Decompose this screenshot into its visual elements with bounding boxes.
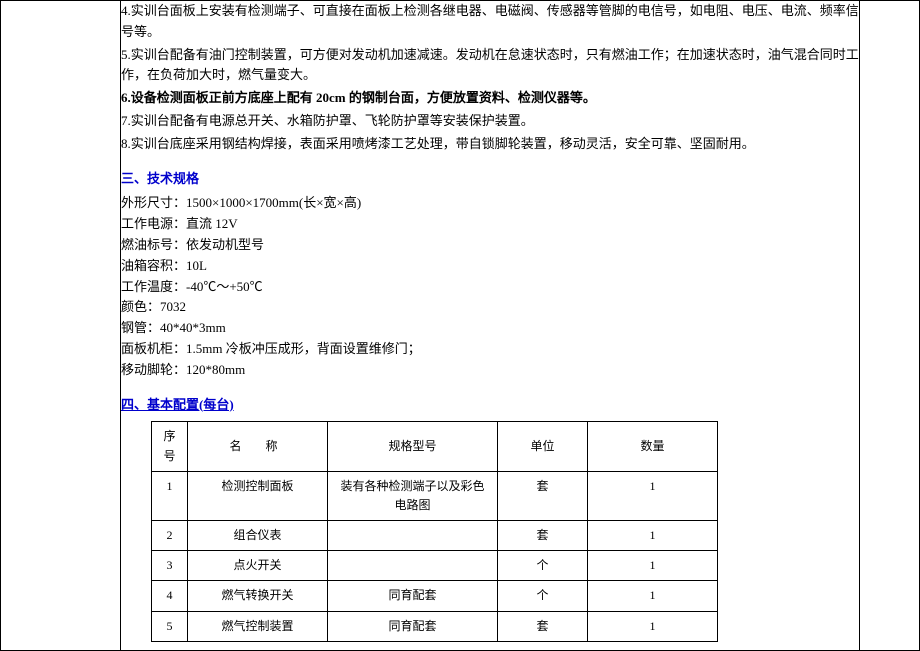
cell-name: 检测控制面板 [188,471,328,520]
spec-line-1: 工作电源：直流 12V [121,214,859,235]
table-row: 4 燃气转换开关 同育配套 个 1 [152,581,718,611]
para-8: 8.实训台底座采用钢结构焊接，表面采用喷烤漆工艺处理，带自锁脚轮装置，移动灵活，… [121,134,859,155]
cell-name: 组合仪表 [188,521,328,551]
para-6: 6.设备检测面板正前方底座上配有 20cm 的钢制台面，方便放置资料、检测仪器等… [121,88,859,109]
section-4-title: 四、基本配置(每台) [121,395,859,416]
table-header-row: 序号 名称 规格型号 单位 数量 [152,422,718,471]
cell-name: 燃气控制装置 [188,611,328,641]
spec-line-3: 油箱容积：10L [121,256,859,277]
section-3-title: 三、技术规格 [121,169,859,190]
table-row: 5 燃气控制装置 同育配套 套 1 [152,611,718,641]
cell-seq: 1 [152,471,188,520]
table-row: 3 点火开关 个 1 [152,551,718,581]
cell-qty: 1 [588,471,718,520]
cell-name: 点火开关 [188,551,328,581]
th-name: 名称 [188,422,328,471]
cell-unit: 套 [498,611,588,641]
right-column [860,1,920,651]
cell-seq: 4 [152,581,188,611]
th-spec: 规格型号 [328,422,498,471]
spec-line-6: 钢管：40*40*3mm [121,318,859,339]
cell-seq: 2 [152,521,188,551]
cell-unit: 个 [498,581,588,611]
spec-line-8: 移动脚轮：120*80mm [121,360,859,381]
spec-line-4: 工作温度：-40℃～+50℃ [121,277,859,298]
th-unit: 单位 [498,422,588,471]
para-5: 5.实训台配备有油门控制装置，可方便对发动机加速减速。发动机在怠速状态时，只有燃… [121,45,859,87]
cell-seq: 3 [152,551,188,581]
cell-spec: 同育配套 [328,581,498,611]
table-row: 1 检测控制面板 装有各种检测端子以及彩色电路图 套 1 [152,471,718,520]
page-frame: 4.实训台面板上安装有检测端子、可直接在面板上检测各继电器、电磁阀、传感器等管脚… [0,0,920,651]
para-7: 7.实训台配备有电源总开关、水箱防护罩、飞轮防护罩等安装保护装置。 [121,111,859,132]
cell-unit: 套 [498,471,588,520]
cell-qty: 1 [588,521,718,551]
spec-line-0: 外形尺寸：1500×1000×1700mm(长×宽×高) [121,193,859,214]
cell-unit: 个 [498,551,588,581]
spec-line-7: 面板机柜：1.5mm 冷板冲压成形，背面设置维修门； [121,339,859,360]
para-4: 4.实训台面板上安装有检测端子、可直接在面板上检测各继电器、电磁阀、传感器等管脚… [121,1,859,43]
cell-name: 燃气转换开关 [188,581,328,611]
th-seq: 序号 [152,422,188,471]
cell-spec: 装有各种检测端子以及彩色电路图 [328,471,498,520]
cell-seq: 5 [152,611,188,641]
cell-qty: 1 [588,581,718,611]
main-column: 4.实训台面板上安装有检测端子、可直接在面板上检测各继电器、电磁阀、传感器等管脚… [121,1,860,651]
cell-qty: 1 [588,611,718,641]
spec-line-2: 燃油标号：依发动机型号 [121,235,859,256]
cell-spec [328,521,498,551]
config-table: 序号 名称 规格型号 单位 数量 1 检测控制面板 装有各种检测端子以及彩色电路… [151,421,718,642]
cell-spec: 同育配套 [328,611,498,641]
cell-spec [328,551,498,581]
table-row: 2 组合仪表 套 1 [152,521,718,551]
cell-qty: 1 [588,551,718,581]
cell-unit: 套 [498,521,588,551]
spec-line-5: 颜色：7032 [121,297,859,318]
left-column [1,1,121,651]
th-qty: 数量 [588,422,718,471]
